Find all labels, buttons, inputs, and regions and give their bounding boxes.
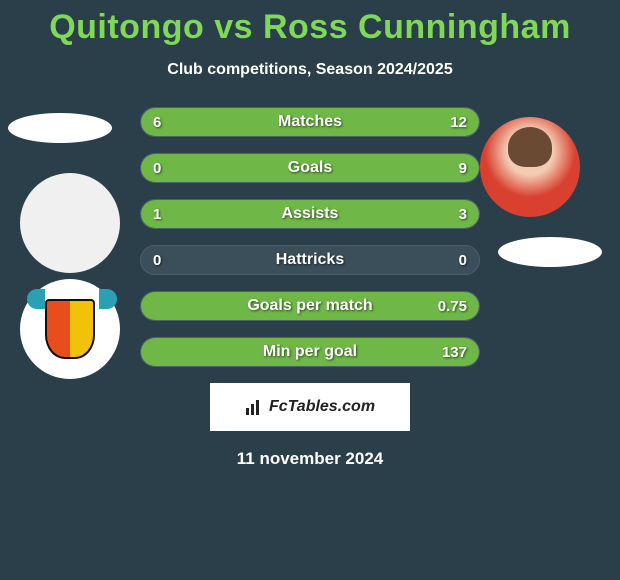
stat-row: 0.75Goals per match	[140, 291, 480, 321]
stat-bars: 612Matches 09Goals 13Assists 00Hattricks 0.7…	[140, 107, 480, 367]
shield-icon	[45, 299, 95, 359]
player-avatar-right	[480, 117, 580, 217]
stat-label: Hattricks	[141, 246, 479, 274]
date-label: 11 november 2024	[0, 449, 620, 469]
player-avatar-left	[20, 173, 120, 273]
watermark: FcTables.com	[210, 383, 410, 431]
comparison-panel: 612Matches 09Goals 13Assists 00Hattricks 0.7…	[0, 107, 620, 367]
page-title: Quitongo vs Ross Cunningham	[0, 0, 620, 47]
club-ellipse-left	[8, 113, 112, 143]
stat-row: 09Goals	[140, 153, 480, 183]
club-badge-left	[20, 279, 120, 379]
club-ellipse-right	[498, 237, 602, 267]
stat-label: Min per goal	[141, 338, 479, 366]
stat-row: 00Hattricks	[140, 245, 480, 275]
stat-label: Goals per match	[141, 292, 479, 320]
subtitle: Club competitions, Season 2024/2025	[0, 61, 620, 79]
stat-label: Matches	[141, 108, 479, 136]
stat-row: 612Matches	[140, 107, 480, 137]
stat-row: 137Min per goal	[140, 337, 480, 367]
stat-label: Goals	[141, 154, 479, 182]
chart-icon	[245, 398, 263, 416]
watermark-text: FcTables.com	[269, 398, 375, 416]
stat-row: 13Assists	[140, 199, 480, 229]
stat-label: Assists	[141, 200, 479, 228]
